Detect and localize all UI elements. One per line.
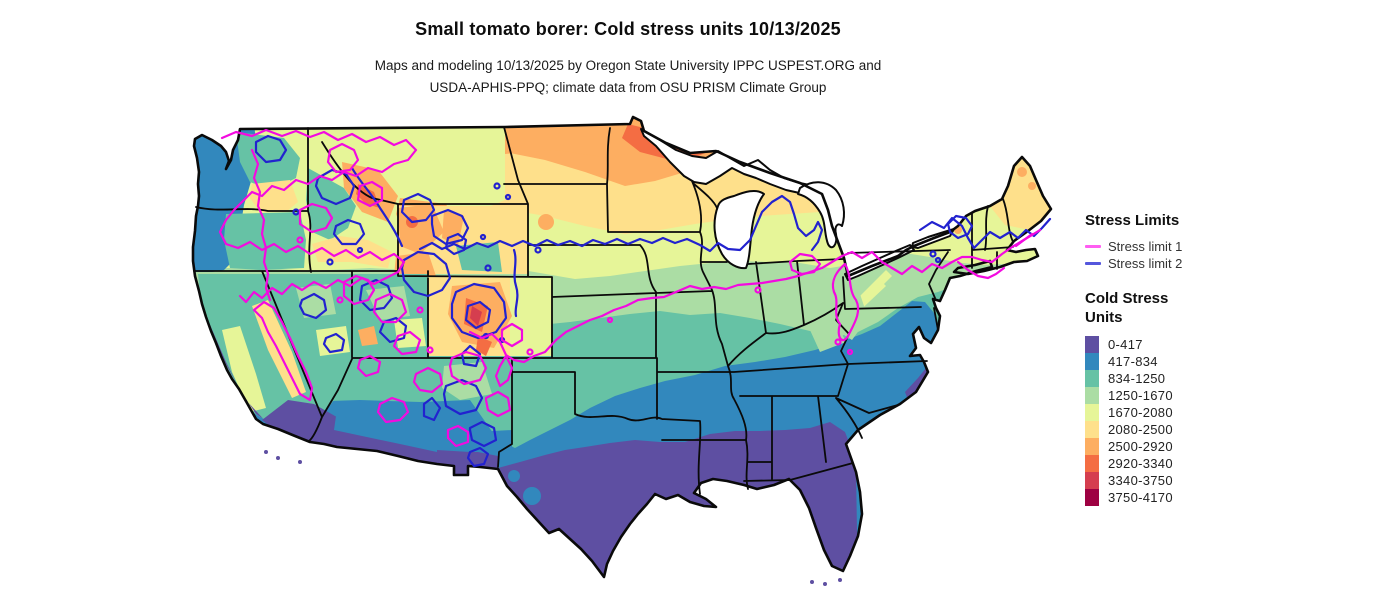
wa-or-coast-blue: [193, 126, 258, 272]
legend-item-stress-limit-2: Stress limit 2: [1085, 255, 1225, 272]
coastal-purple-outerbanks: [905, 368, 929, 400]
label-834-1250: 834-1250: [1108, 371, 1166, 386]
swatch-1250-1670: [1085, 387, 1099, 404]
label-3340-3750: 3340-3750: [1108, 473, 1173, 488]
ca-valley-yellow: [222, 326, 266, 412]
cold-stress-rows: 0-417 417-834 834-1250 1250-1670 1670-20…: [1085, 336, 1225, 506]
subtitle-line-2: USDA-APHIS-PPQ; climate data from OSU PR…: [429, 80, 827, 95]
sangre-red: [476, 336, 492, 356]
stress-limit-2-line-sample: [1085, 262, 1101, 265]
swatch-2920-3340: [1085, 455, 1099, 472]
legend: Stress Limits Stress limit 1 Stress limi…: [1085, 212, 1225, 506]
swatch-417-834: [1085, 353, 1099, 370]
label-2920-3340: 2920-3340: [1108, 456, 1173, 471]
label-1670-2080: 1670-2080: [1108, 405, 1173, 420]
co-rockies-deepred: [470, 306, 482, 326]
davis-mtns-blue: [523, 487, 541, 505]
label-417-834: 417-834: [1108, 354, 1158, 369]
stress-limit-1-label: Stress limit 1: [1108, 239, 1183, 254]
swatch-3340-3750: [1085, 472, 1099, 489]
ut-orange: [358, 326, 378, 346]
label-1250-1670: 1250-1670: [1108, 388, 1173, 403]
label-3750-4170: 3750-4170: [1108, 490, 1173, 505]
legend-item-1250-1670: 1250-1670: [1085, 387, 1225, 404]
stress-limit-1-contours: [218, 128, 1042, 448]
az-blue-strip: [334, 416, 437, 452]
legend-item-2500-2920: 2500-2920: [1085, 438, 1225, 455]
legend-item-417-834: 417-834: [1085, 353, 1225, 370]
legend-item-834-1250: 834-1250: [1085, 370, 1225, 387]
subtitle-line-1: Maps and modeling 10/13/2025 by Oregon S…: [374, 58, 882, 73]
swatch-834-1250: [1085, 370, 1099, 387]
legend-item-1670-2080: 1670-2080: [1085, 404, 1225, 421]
label-2500-2920: 2500-2920: [1108, 439, 1173, 454]
stress-limits-heading: Stress Limits: [1085, 212, 1180, 229]
cold-stress-heading: Cold Stress Units: [1085, 290, 1169, 326]
swatch-1670-2080: [1085, 404, 1099, 421]
wy-south-teal: [456, 242, 502, 272]
black-hills-spot: [538, 214, 554, 230]
swatch-0-417: [1085, 336, 1099, 353]
legend-item-2920-3340: 2920-3340: [1085, 455, 1225, 472]
bighorn-orange: [442, 210, 464, 246]
legend-item-3340-3750: 3340-3750: [1085, 472, 1225, 489]
legend-item-0-417: 0-417: [1085, 336, 1225, 353]
stress-limit-2-contours: [254, 134, 1052, 468]
state-borders: [193, 126, 1014, 495]
maine-orange-1: [1017, 167, 1027, 177]
islands: [264, 450, 842, 586]
legend-item-3750-4170: 3750-4170: [1085, 489, 1225, 506]
label-2080-2500: 2080-2500: [1108, 422, 1173, 437]
swatch-2500-2920: [1085, 438, 1099, 455]
maine-orange-2: [1028, 182, 1036, 190]
stress-limit-2-label: Stress limit 2: [1108, 256, 1183, 271]
page-title: Small tomato borer: Cold stress units 10…: [415, 19, 841, 39]
page-subtitle: Maps and modeling 10/13/2025 by Oregon S…: [0, 55, 1256, 99]
stress-limit-1-line-sample: [1085, 245, 1101, 248]
legend-item-2080-2500: 2080-2500: [1085, 421, 1225, 438]
swatch-2080-2500: [1085, 421, 1099, 438]
guadalupe-blue: [508, 470, 520, 482]
ca-teal: [198, 274, 322, 440]
stress-limit-rows: Stress limit 1 Stress limit 2: [1085, 238, 1225, 272]
cold-stress-raster: [193, 117, 1051, 577]
swatch-3750-4170: [1085, 489, 1099, 506]
legend-item-stress-limit-1: Stress limit 1: [1085, 238, 1225, 255]
label-0-417: 0-417: [1108, 337, 1143, 352]
